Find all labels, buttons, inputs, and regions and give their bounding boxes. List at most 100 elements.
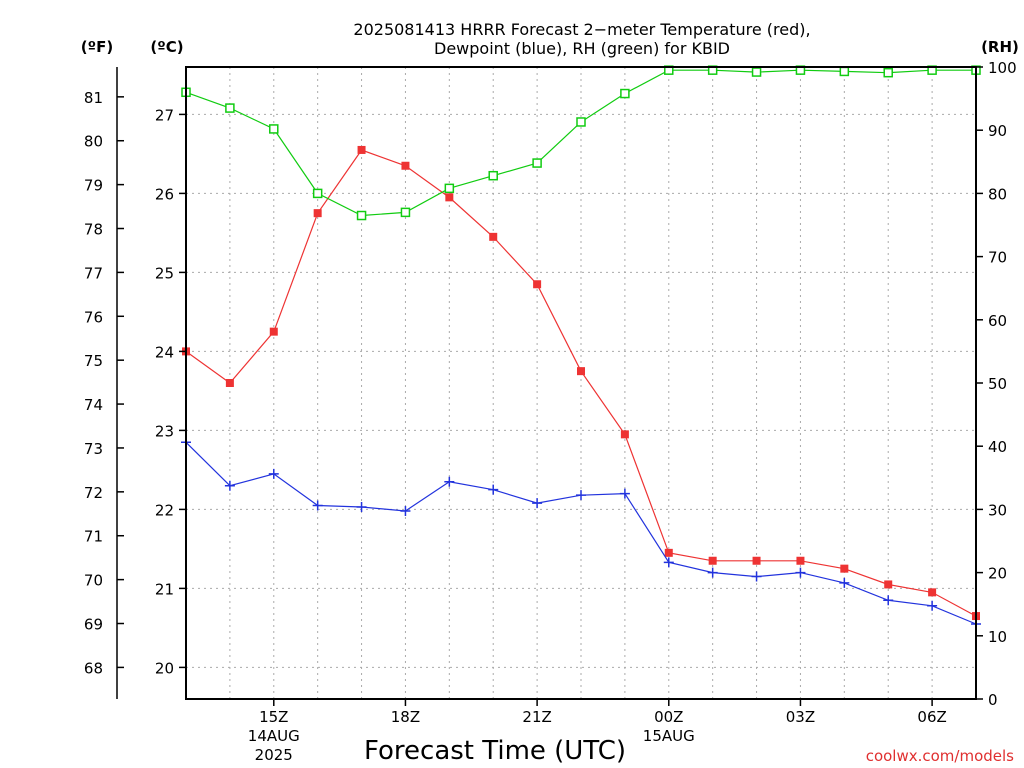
x-tick-label: 06Z bbox=[917, 708, 946, 726]
temperature-point bbox=[840, 564, 849, 573]
celsius-unit-label: (ºC) bbox=[150, 38, 183, 56]
fahrenheit-tick-label: 81 bbox=[84, 89, 103, 107]
temperature-point bbox=[357, 145, 366, 154]
x-tick-label: 15Z bbox=[259, 708, 288, 726]
dewpoint-point bbox=[488, 484, 499, 495]
dewpoint-point bbox=[356, 502, 367, 513]
fahrenheit-tick-label: 72 bbox=[84, 484, 103, 502]
fahrenheit-tick-label: 69 bbox=[84, 616, 103, 634]
chart-title-line2: Dewpoint (blue), RH (green) for KBID bbox=[434, 39, 730, 58]
rh-point bbox=[225, 103, 235, 113]
temperature-point bbox=[401, 161, 410, 170]
rh-point bbox=[883, 67, 893, 78]
celsius-tick-label: 27 bbox=[155, 106, 174, 124]
fahrenheit-tick-label: 76 bbox=[84, 308, 103, 326]
celsius-tick-label: 22 bbox=[155, 501, 174, 519]
fahrenheit-tick-label: 68 bbox=[84, 659, 103, 677]
rh-tick-label: 20 bbox=[988, 565, 1007, 583]
temperature-point bbox=[752, 556, 761, 565]
temperature-point bbox=[620, 430, 629, 439]
grid-lines bbox=[186, 67, 976, 699]
dewpoint-point bbox=[268, 468, 279, 479]
rh-point bbox=[620, 88, 630, 99]
celsius-tick-label: 23 bbox=[155, 422, 174, 440]
dewpoint-point bbox=[839, 577, 850, 588]
temperature-point bbox=[796, 556, 805, 565]
x-tick-label: 00Z bbox=[654, 708, 683, 726]
temperature-point bbox=[533, 280, 542, 289]
dewpoint-point bbox=[312, 500, 323, 511]
temperature-point bbox=[313, 209, 322, 218]
fahrenheit-unit-label: (ºF) bbox=[81, 38, 113, 56]
dewpoint-point bbox=[795, 567, 806, 578]
dewpoint-point bbox=[532, 498, 543, 509]
temperature-point bbox=[225, 379, 234, 387]
celsius-tick-label: 26 bbox=[155, 185, 174, 203]
dewpoint-point bbox=[883, 595, 894, 606]
fahrenheit-tick-label: 71 bbox=[84, 528, 103, 546]
rh-point bbox=[312, 188, 323, 199]
x-axis-label: Forecast Time (UTC) bbox=[364, 736, 626, 766]
temperature-point bbox=[928, 588, 937, 597]
fahrenheit-tick-label: 70 bbox=[84, 572, 103, 590]
rh-point bbox=[532, 158, 542, 168]
dewpoint-point bbox=[707, 567, 718, 578]
fahrenheit-tick-label: 78 bbox=[84, 221, 103, 239]
dewpoint-point bbox=[927, 600, 938, 611]
rh-tick-label: 70 bbox=[988, 249, 1007, 267]
x-tick-label: 03Z bbox=[786, 708, 815, 726]
plot-frame bbox=[185, 66, 977, 700]
fahrenheit-tick-label: 73 bbox=[84, 440, 103, 458]
rh-tick-label: 60 bbox=[988, 312, 1007, 330]
celsius-tick-label: 25 bbox=[155, 264, 174, 282]
rh-point bbox=[356, 210, 367, 221]
x-tick-date: 15AUG bbox=[643, 727, 695, 745]
rh-point bbox=[751, 67, 762, 77]
rh-tick-label: 0 bbox=[988, 691, 998, 709]
dewpoint-point bbox=[444, 476, 455, 487]
rh-point bbox=[488, 170, 498, 181]
temperature-point bbox=[884, 580, 893, 589]
dewpoint-point bbox=[224, 480, 235, 491]
fahrenheit-tick-label: 75 bbox=[84, 352, 103, 370]
temperature-point bbox=[269, 327, 278, 336]
chart-title-line1: 2025081413 HRRR Forecast 2−meter Tempera… bbox=[353, 20, 810, 39]
fahrenheit-tick-label: 74 bbox=[84, 396, 103, 414]
rh-unit-label: (RH) bbox=[981, 38, 1019, 56]
fahrenheit-tick-label: 80 bbox=[84, 133, 103, 151]
dewpoint-point bbox=[619, 488, 630, 499]
dewpoint-point bbox=[663, 557, 674, 568]
axis-ticks: 20 21 22 23 24 25 26 27 68 69 70 71 72 73 74 75 76 77 78 79… bbox=[84, 59, 1017, 764]
x-tick-label: 18Z bbox=[391, 708, 420, 726]
temperature-point bbox=[489, 232, 498, 241]
rh-point bbox=[576, 117, 586, 127]
dewpoint-point bbox=[751, 571, 762, 582]
rh-tick-label: 80 bbox=[988, 185, 1007, 203]
temperature-point bbox=[664, 548, 673, 557]
celsius-tick-label: 24 bbox=[155, 343, 174, 361]
rh-point bbox=[839, 66, 850, 77]
rh-tick-label: 90 bbox=[988, 122, 1007, 140]
temperature-point bbox=[445, 193, 454, 202]
rh-tick-label: 30 bbox=[988, 501, 1007, 519]
rh-tick-label: 50 bbox=[988, 375, 1007, 393]
rh-tick-label: 100 bbox=[988, 59, 1017, 77]
data-series bbox=[181, 65, 981, 629]
dewpoint-point bbox=[400, 505, 411, 516]
rh-point bbox=[400, 207, 411, 218]
celsius-tick-label: 21 bbox=[155, 580, 174, 598]
rh-point bbox=[269, 124, 279, 134]
temperature-point bbox=[708, 556, 717, 565]
x-tick-date: 14AUG bbox=[248, 727, 300, 745]
temperature-point bbox=[577, 367, 585, 376]
rh-tick-label: 40 bbox=[988, 438, 1007, 456]
rh-point bbox=[444, 183, 455, 194]
temperature-line bbox=[185, 149, 977, 617]
dewpoint-point bbox=[576, 490, 586, 501]
x-tick-label: 21Z bbox=[522, 708, 551, 726]
celsius-tick-label: 20 bbox=[155, 659, 174, 677]
fahrenheit-tick-label: 77 bbox=[84, 264, 103, 282]
rh-tick-label: 10 bbox=[988, 628, 1007, 646]
credit-text: coolwx.com/models bbox=[866, 747, 1014, 765]
